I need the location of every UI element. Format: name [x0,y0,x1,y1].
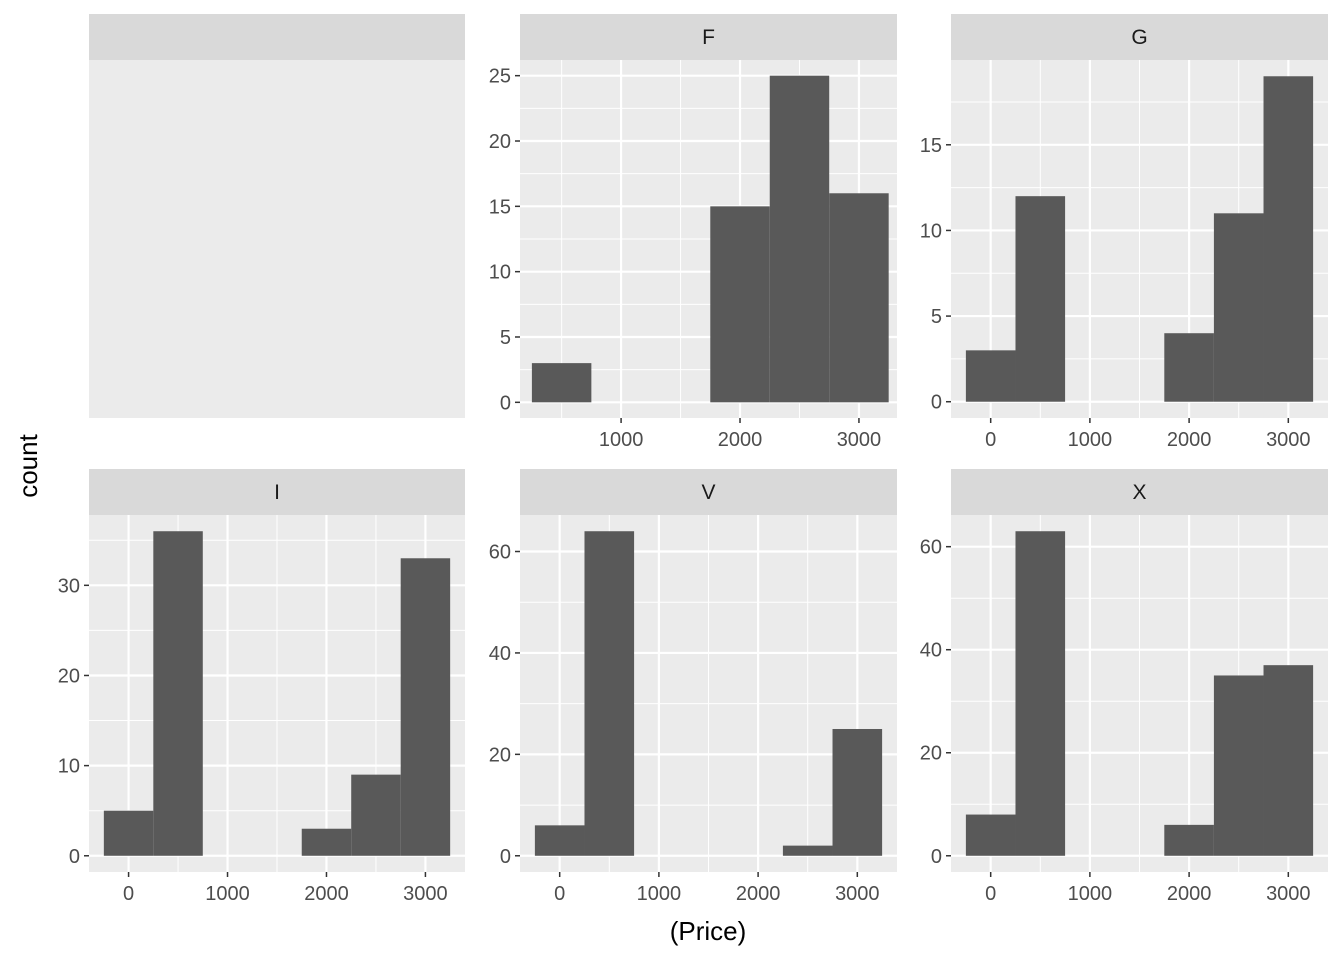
y-tick-label: 15 [920,135,942,157]
y-tick-label: 10 [920,220,942,242]
y-tick-label: 40 [920,640,942,662]
x-tick-label: 2000 [718,429,763,451]
y-tick-label: 20 [58,665,80,687]
histogram-bar [1263,665,1314,856]
y-tick-label: 20 [920,743,942,765]
x-tick-label: 2000 [1167,883,1212,905]
facet-panel-X: X 0 1000 2000 3000 0 20 40 60 [920,469,1328,905]
y-tick-label: 5 [931,306,942,328]
histogram-bar [769,75,830,403]
histogram-bar [534,825,585,856]
facet-strip-label: F [702,26,715,49]
histogram-bar [965,814,1016,856]
histogram-bar [829,193,889,403]
facet-strip [520,14,897,60]
y-tick-label: 20 [489,131,511,153]
facet-panel-G: G 0 1000 2000 3000 0 5 10 15 [920,14,1328,451]
facet-strip-label: I [274,481,280,504]
x-tick-label: 2000 [736,883,781,905]
facet-strip [520,469,897,515]
x-tick-label: 1000 [637,883,682,905]
x-tick-label: 2000 [304,883,349,905]
histogram-bar [1263,76,1314,402]
y-tick-label: 5 [500,327,511,349]
x-tick-label: 1000 [1068,883,1113,905]
y-tick-label: 0 [69,846,80,868]
histogram-bar [782,845,833,856]
histogram-bar [1015,196,1066,402]
histogram-bar [531,363,592,403]
histogram-bar [153,531,203,856]
histogram-bar [1164,333,1214,402]
y-tick-label: 0 [931,846,942,868]
histogram-bar [103,810,154,856]
histogram-bar [584,531,635,856]
x-tick-label: 0 [985,429,996,451]
facet-strip [89,14,465,60]
x-tick-label: 0 [985,883,996,905]
x-tick-label: 0 [123,883,134,905]
y-tick-label: 10 [489,262,511,284]
y-tick-label: 15 [489,196,511,218]
y-tick-label: 30 [58,575,80,597]
x-tick-label: 3000 [1266,429,1311,451]
histogram-bar [301,828,352,856]
facet-panel-V: V 0 1000 2000 3000 0 20 40 60 [489,469,897,905]
facet-strip [951,469,1328,515]
x-tick-label: 3000 [835,883,880,905]
histogram-bar [1213,213,1264,402]
facet-panel-I: I 0 1000 2000 3000 0 10 20 30 [58,469,465,905]
histogram-bar [965,350,1016,402]
x-axis-title: (Price) [670,916,747,946]
histogram-bar [1164,824,1214,856]
x-tick-label: 1000 [1068,429,1113,451]
facet-strip-label: X [1132,481,1146,504]
histogram-bar [1015,531,1066,856]
y-tick-label: 60 [920,537,942,559]
y-tick-label: 10 [58,756,80,778]
x-tick-label: 1000 [205,883,250,905]
y-tick-label: 40 [489,643,511,665]
x-tick-label: 1000 [599,429,644,451]
x-tick-label: 2000 [1167,429,1212,451]
histogram-bar [351,774,401,856]
facet-strip [89,469,465,515]
histogram-bar [400,558,451,856]
histogram-bar [1213,675,1264,856]
facet-panel-F: F 1000 2000 3000 0 5 10 15 20 25 [489,14,897,451]
y-tick-label: 25 [489,66,511,88]
facet-strip [951,14,1328,60]
y-tick-label: 0 [500,846,511,868]
y-tick-label: 0 [931,392,942,414]
x-tick-label: 0 [554,883,565,905]
y-tick-label: 20 [489,744,511,766]
panel-background [89,60,465,418]
histogram-bar [832,728,883,856]
x-tick-label: 3000 [403,883,448,905]
facet-strip-label: G [1131,26,1147,49]
x-tick-label: 3000 [1266,883,1311,905]
y-tick-label: 60 [489,542,511,564]
y-axis-title: count [13,433,43,497]
facet-strip-label: V [701,481,715,504]
facet-panel-empty [89,14,465,418]
x-tick-label: 3000 [837,429,882,451]
y-tick-label: 0 [500,392,511,414]
histogram-bar [710,206,770,403]
